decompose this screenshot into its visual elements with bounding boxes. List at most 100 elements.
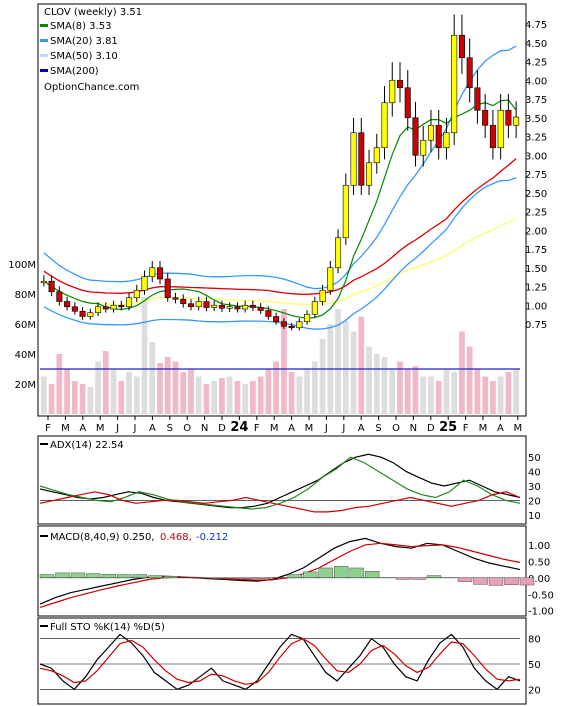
histogram-bar: [333, 566, 349, 579]
macd-panel: 1.00 0.50 0.00 -0.50 -1.00: [39, 537, 554, 618]
histogram-bar: [210, 577, 225, 579]
candle-body: [335, 237, 342, 269]
candle-body: [180, 298, 187, 305]
histogram-bar: [426, 575, 442, 579]
sto-panel-frame: [37, 617, 527, 705]
panel-tick-label: 40: [528, 468, 541, 479]
x-tick-label: J: [324, 423, 328, 434]
sto-title: Full STO %K(14) %D(5): [50, 622, 165, 633]
candle-body: [350, 132, 357, 186]
candle-body: [242, 304, 249, 310]
x-tick-label: M: [513, 423, 522, 434]
volume-bar: [180, 372, 187, 414]
candle-body: [474, 87, 481, 111]
histogram-bar: [364, 571, 380, 579]
histogram-bar: [318, 567, 333, 579]
panel-tick-label: 20: [528, 685, 541, 696]
histogram-bar: [86, 573, 101, 579]
volume-axis: 100M 80M 60M 40M 20M: [8, 260, 36, 391]
x-tick-label: F: [463, 423, 469, 434]
volume-bar: [513, 369, 519, 414]
candle-body: [427, 124, 434, 141]
volume-bar: [381, 357, 388, 414]
macd-value-blue: -0.212: [196, 532, 228, 543]
sto-title-swatch: [40, 625, 48, 627]
candle-body: [79, 310, 86, 317]
candle-body: [327, 267, 334, 291]
candle-body: [396, 79, 404, 89]
legend-label: SMA(8) 3.53: [50, 21, 111, 32]
candle-body: [118, 304, 125, 308]
candle-body: [513, 116, 520, 126]
candle-body: [40, 280, 47, 284]
price-tick-label: 3.50: [525, 114, 547, 125]
volume-bar: [126, 372, 132, 414]
volume-bar: [265, 369, 272, 414]
histogram-bar: [504, 577, 519, 585]
volume-bar: [157, 363, 163, 414]
volume-tick-label: 40M: [15, 350, 36, 361]
volume-tick-label: 60M: [15, 320, 36, 331]
candle-body: [133, 289, 140, 299]
x-tick-label: F: [45, 423, 51, 434]
volume-bar: [304, 369, 310, 414]
volume-bars: [40, 297, 520, 414]
histogram-bar: [148, 575, 163, 579]
panel-tick-label: 30: [528, 482, 541, 493]
bollinger-lower-line: [43, 177, 517, 330]
price-tick-label: 2.50: [525, 189, 547, 200]
candle-body: [412, 117, 419, 156]
volume-bar: [281, 309, 287, 414]
candle-body: [489, 124, 496, 149]
histogram-bar: [457, 577, 473, 582]
volume-bar: [397, 361, 403, 414]
legend: SMA(8) 3.53 SMA(20) 3.81 SMA(50) 3.10 SMA(2…: [40, 21, 118, 77]
candle-body: [497, 109, 504, 149]
volume-bar: [459, 331, 465, 414]
histogram-bar: [303, 571, 318, 579]
x-tick-label: D: [218, 423, 226, 434]
candle-body: [466, 57, 473, 89]
volume-bar: [451, 372, 458, 414]
price-tick-label: 0.75: [525, 320, 547, 331]
volume-bar: [288, 372, 295, 414]
candle-body: [149, 267, 156, 278]
volume-bar: [242, 384, 249, 414]
candle-body: [319, 289, 326, 302]
sto-panel: 80 50 20: [39, 633, 541, 696]
candle-body: [265, 310, 272, 317]
candle-body: [304, 313, 311, 323]
price-tick-label: 3.00: [525, 151, 547, 162]
price-tick-label: 1.25: [525, 283, 547, 294]
candle-body: [164, 278, 171, 299]
price-tick-label: 3.75: [525, 95, 547, 106]
volume-bar: [95, 361, 101, 414]
x-tick-label: 24: [230, 420, 248, 435]
volume-bar: [219, 378, 225, 414]
candle-body: [280, 321, 287, 327]
x-tick-label: O: [392, 423, 400, 434]
histogram-bar: [473, 577, 488, 585]
volume-bar: [358, 316, 365, 414]
volume-bar: [366, 346, 372, 414]
legend-swatch: [40, 69, 48, 72]
candle-body: [126, 297, 133, 308]
volume-tick-label: 20M: [15, 380, 36, 391]
x-tick-label: 25: [439, 420, 457, 435]
candle-body: [342, 184, 349, 239]
candle-body: [48, 280, 55, 293]
volume-bar: [296, 376, 303, 414]
x-tick-label: M: [270, 423, 279, 434]
volume-bar: [172, 361, 179, 414]
price-axis: 4.75 4.50 4.25 4.00 3.75 3.50 3.25 3.00 2.75 2.50…: [525, 20, 547, 331]
x-tick-label: N: [410, 423, 417, 434]
candle-body: [373, 147, 380, 164]
histogram-bar: [287, 574, 302, 579]
volume-bar: [234, 381, 241, 414]
candle-body: [226, 306, 233, 309]
candle-body: [273, 316, 280, 323]
panel-tick-label: 50: [528, 453, 541, 464]
volume-bar: [71, 381, 78, 414]
candle-body: [443, 132, 450, 149]
